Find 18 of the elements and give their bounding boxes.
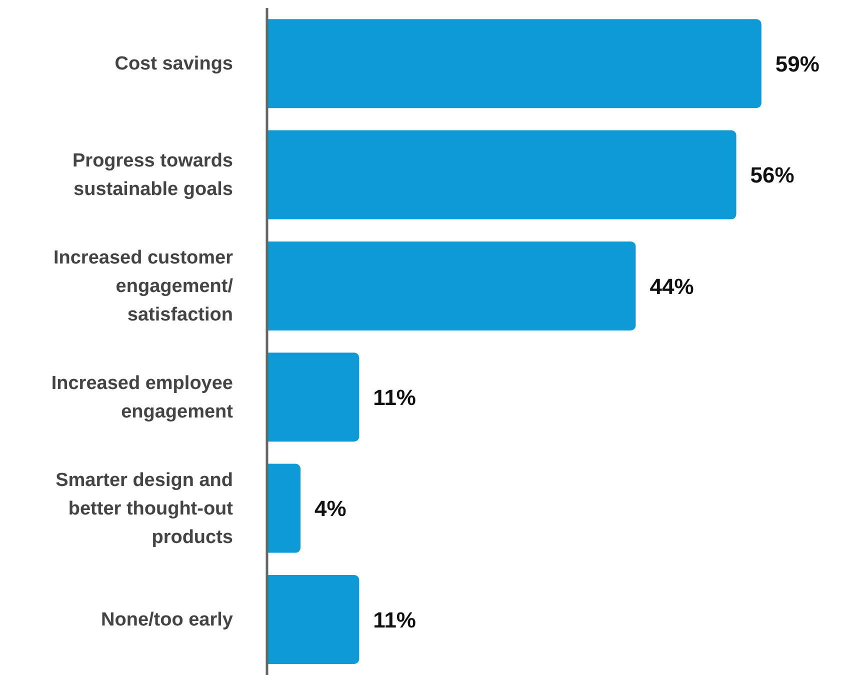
bar xyxy=(267,130,736,220)
bar xyxy=(267,574,360,664)
y-tick-label: Increased employee engagement xyxy=(51,372,234,422)
data-label: 11% xyxy=(373,384,416,410)
bar xyxy=(267,352,360,442)
y-tick-label: Increased customer engagement/satisfaction xyxy=(53,246,234,325)
y-tick-label: Cost savings xyxy=(114,53,233,74)
bar xyxy=(267,464,301,553)
y-tick-label: Progress towards sustainable goals xyxy=(72,150,233,200)
y-tick-label: Smarter design and better thought-out products xyxy=(56,469,234,548)
data-label: 4% xyxy=(314,496,346,522)
bar xyxy=(267,241,636,330)
data-label: 59% xyxy=(775,51,820,76)
y-tick-label: None/too early xyxy=(101,608,234,630)
data-label: 11% xyxy=(373,607,416,632)
bar xyxy=(267,19,762,108)
data-label: 44% xyxy=(650,274,694,299)
data-label: 56% xyxy=(750,162,794,188)
